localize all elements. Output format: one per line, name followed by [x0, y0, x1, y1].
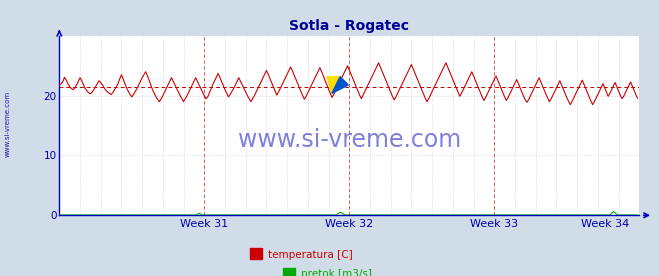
- Text: pretok [m3/s]: pretok [m3/s]: [301, 269, 372, 276]
- Text: www.si-vreme.com: www.si-vreme.com: [5, 91, 11, 157]
- Text: www.si-vreme.com: www.si-vreme.com: [238, 128, 461, 152]
- Title: Sotla - Rogatec: Sotla - Rogatec: [289, 19, 409, 33]
- Text: temperatura [C]: temperatura [C]: [268, 250, 353, 260]
